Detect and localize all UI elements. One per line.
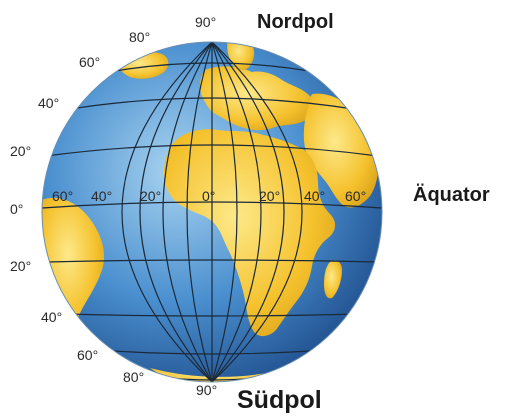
meridian-80w — [121, 42, 213, 382]
lon-label-20e: 20° — [259, 188, 281, 204]
lat-label-60n: 60° — [79, 54, 101, 70]
meridian-60w — [139, 42, 213, 382]
lon-label-40e: 40° — [304, 188, 326, 204]
meridian-20e — [211, 42, 238, 382]
south-pole-label: Südpol — [237, 386, 322, 414]
meridian-20w — [186, 42, 213, 382]
lat-label-20s: 20° — [10, 258, 32, 274]
equator-label: Äquator — [413, 184, 490, 206]
landmass-africa — [164, 129, 336, 337]
lon-label-0: 0° — [202, 188, 216, 204]
lat-label-90n: 90° — [195, 14, 217, 30]
lat-label-0: 0° — [10, 201, 24, 217]
meridian-60e — [211, 42, 285, 382]
lat-label-60s: 60° — [77, 347, 99, 363]
lon-label-20w: 20° — [140, 188, 162, 204]
globe-outline — [41, 41, 383, 383]
lon-label-60e: 60° — [345, 188, 367, 204]
lon-label-60w: 60° — [52, 188, 74, 204]
lat-label-80s: 80° — [123, 369, 145, 385]
lat-label-20n: 20° — [10, 143, 32, 159]
landmass-madagascar — [324, 260, 342, 299]
meridian-80e — [211, 42, 303, 382]
lat-label-90s: 90° — [196, 382, 218, 398]
lon-label-40w: 40° — [91, 188, 113, 204]
north-pole-label: Nordpol — [257, 11, 334, 33]
lat-label-80n: 80° — [129, 29, 151, 45]
lat-label-40s: 40° — [41, 309, 63, 325]
meridian-40e — [211, 42, 262, 382]
lat-label-40n: 40° — [38, 95, 60, 111]
meridian-40w — [162, 42, 213, 382]
